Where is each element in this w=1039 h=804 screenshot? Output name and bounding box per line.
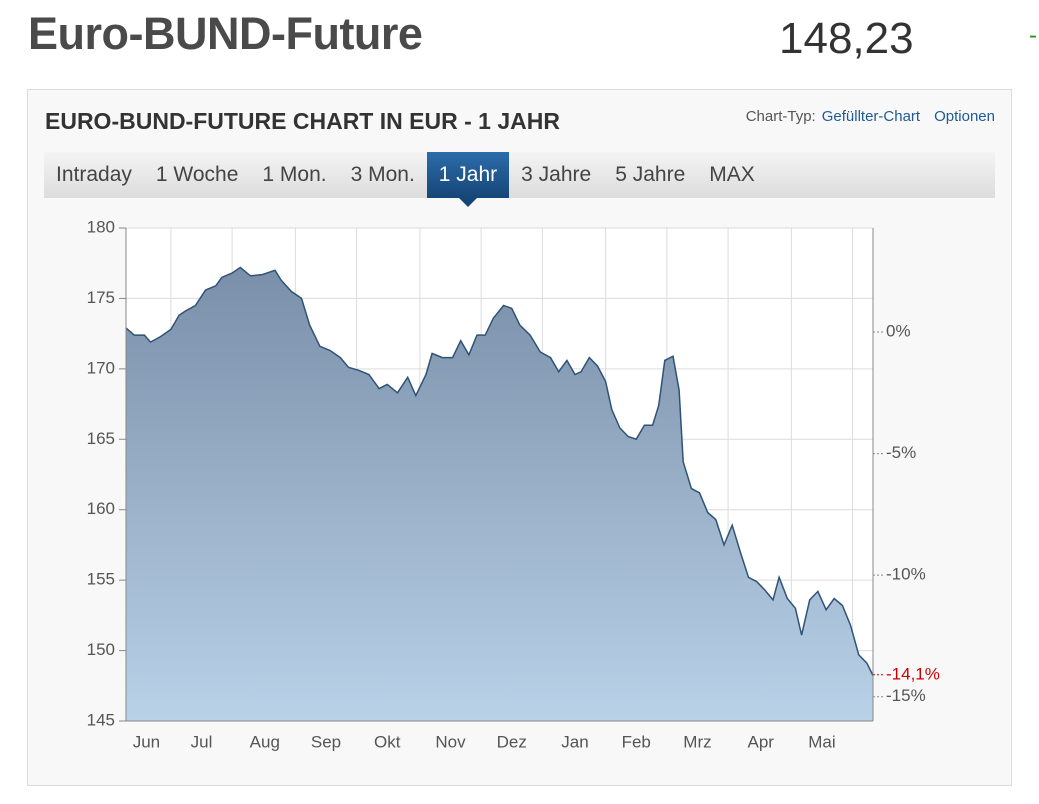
y-tick-label: 170 xyxy=(87,358,115,377)
chart-type-link[interactable]: Gefüllter-Chart xyxy=(821,108,921,125)
x-tick-label: Aug xyxy=(250,732,280,751)
x-tick-label: Okt xyxy=(374,732,401,751)
y2-tick-label: 0% xyxy=(886,322,911,341)
y-tick-label: 175 xyxy=(87,288,115,307)
y2-tick-label: -10% xyxy=(886,565,926,584)
options-link[interactable]: Optionen xyxy=(934,108,995,125)
y-tick-label: 150 xyxy=(87,640,115,659)
y-tick-label: 155 xyxy=(87,570,115,589)
tab[interactable]: Intraday xyxy=(56,163,132,186)
price-line xyxy=(125,266,874,676)
x-tick-label: Sep xyxy=(311,732,341,751)
y-tick-label: 165 xyxy=(87,429,115,448)
last-change-label: -14,1% xyxy=(886,664,940,683)
y-tick-label: 160 xyxy=(87,499,115,518)
tab[interactable]: 1 Mon. xyxy=(262,163,327,186)
price-change: - xyxy=(1029,22,1037,49)
tab[interactable]: 1 Jahr xyxy=(426,152,510,207)
y-tick-label: 180 xyxy=(87,217,115,236)
chart-type: Chart-Typ: Gefüllter-Chart Optionen xyxy=(746,108,995,125)
y2-tick-label: -5% xyxy=(886,443,916,462)
tab[interactable]: 5 Jahre xyxy=(615,163,686,186)
x-tick-label: Jul xyxy=(191,732,213,751)
tab[interactable]: 1 Woche xyxy=(155,163,239,186)
x-tick-label: Jan xyxy=(561,732,588,751)
tab[interactable]: MAX xyxy=(709,163,755,186)
price: 148,23 xyxy=(779,14,914,63)
x-tick-label: Nov xyxy=(435,732,466,751)
x-tick-label: Apr xyxy=(748,732,775,751)
panel-title: EURO-BUND-FUTURE CHART IN EUR - 1 JAHR xyxy=(45,108,560,134)
y2-tick-label: -15% xyxy=(886,686,926,705)
chart-type-label: Chart-Typ: xyxy=(745,108,816,125)
area-fill xyxy=(126,267,873,721)
tab[interactable]: 3 Jahre xyxy=(521,163,592,186)
y-tick-label: 145 xyxy=(87,710,115,729)
x-tick-label: Dez xyxy=(497,732,527,751)
x-tick-label: Mai xyxy=(808,732,835,751)
x-tick-label: Feb xyxy=(622,732,651,751)
tab-bar: Intraday 1 Woche 1 Mon. 3 Mon. 1 Jahr 3 Jahre… xyxy=(44,152,995,207)
x-tick-label: Mrz xyxy=(683,732,711,751)
tab[interactable]: 3 Mon. xyxy=(350,163,415,186)
x-tick-label: Jun xyxy=(133,732,160,751)
page-title: Euro-BUND-Future xyxy=(28,8,423,59)
